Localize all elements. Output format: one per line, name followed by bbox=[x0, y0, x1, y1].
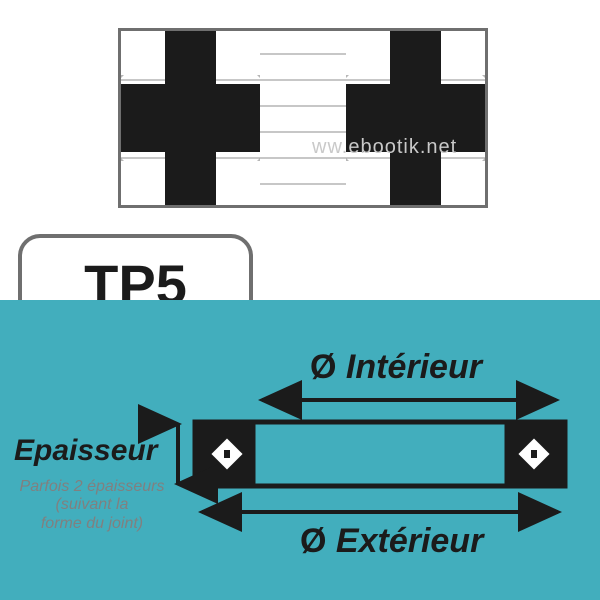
seal-cross-section-diagram bbox=[118, 28, 488, 208]
watermark-text: ww.ebootik.net bbox=[312, 136, 457, 159]
bottom-region: Ø Intérieur Ø Extérieur Epaisseur Parfoi… bbox=[0, 300, 600, 600]
page: ww.ebootik.net TP5 Ø Intérieur Ø Extérie… bbox=[0, 0, 600, 600]
dimension-schematic bbox=[0, 300, 600, 600]
